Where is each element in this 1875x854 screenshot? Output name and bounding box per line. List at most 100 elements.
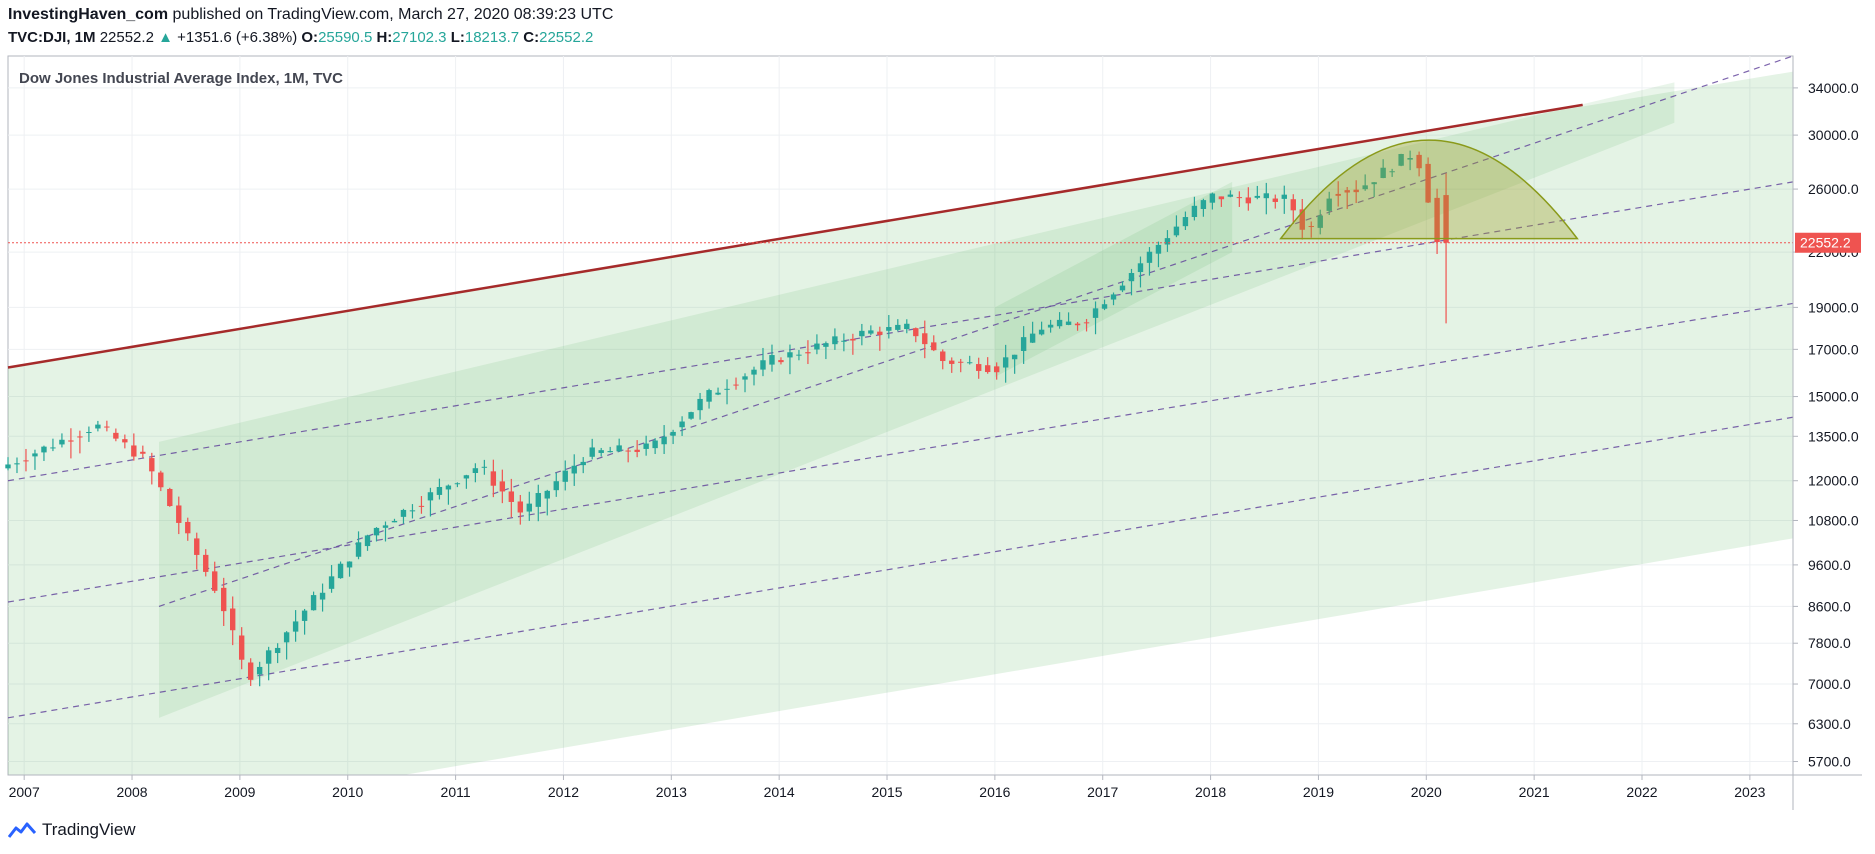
candle-body	[1272, 198, 1278, 202]
time-tick-label: 2017	[1087, 784, 1118, 800]
candle-body	[1371, 182, 1377, 185]
candle-body	[616, 445, 622, 452]
channel-band	[158, 82, 1675, 718]
symbol-label: TVC:DJI, 1M	[8, 29, 96, 46]
candle-body	[364, 535, 371, 547]
last-price-tag: 22552.2	[1795, 232, 1861, 253]
candle-body	[1443, 195, 1449, 243]
candle-body	[733, 384, 739, 386]
close-label: C:	[523, 29, 540, 46]
candle-body	[382, 525, 389, 528]
candle-body	[238, 635, 245, 660]
candle-body	[859, 330, 865, 337]
candle-body	[158, 472, 164, 488]
chart-title: Dow Jones Industrial Average Index, 1M, …	[19, 70, 343, 87]
candle-body	[1245, 197, 1252, 204]
footer-brand[interactable]: TradingView	[8, 820, 136, 840]
candle-body	[688, 412, 694, 419]
candle-body	[1209, 193, 1216, 203]
candle-body	[256, 666, 263, 675]
candle-body	[274, 647, 281, 654]
candle-body	[1155, 244, 1162, 254]
time-tick-label: 2011	[441, 784, 471, 800]
candle-body	[203, 554, 209, 572]
candle-body	[445, 485, 452, 490]
footer-brand-label: TradingView	[42, 820, 136, 839]
candle-body	[86, 432, 92, 434]
price-tick-label: 10800.0	[1808, 512, 1859, 528]
candle-body	[328, 576, 335, 589]
author-name[interactable]: InvestingHaven_com	[8, 6, 169, 23]
candle-body	[580, 461, 586, 466]
candle-body	[652, 440, 658, 449]
candle-body	[877, 331, 883, 335]
candle-body	[670, 431, 676, 436]
candle-body	[1254, 195, 1261, 198]
chart-grid	[8, 56, 1793, 775]
candle-body	[1200, 200, 1207, 209]
candle-body	[984, 365, 991, 373]
candle-body	[41, 446, 47, 453]
candle-body	[769, 355, 775, 365]
candle-body	[814, 343, 820, 350]
candles	[5, 150, 1449, 687]
candle-body	[526, 503, 532, 512]
candle-body	[1119, 285, 1126, 291]
candle-body	[1263, 193, 1270, 199]
dashed-trendlines	[8, 56, 1793, 719]
time-tick-label: 2023	[1734, 784, 1765, 800]
candle-body	[247, 662, 254, 680]
candle-body	[1164, 238, 1171, 245]
price-tick-label: 8600.0	[1808, 598, 1851, 614]
time-axis[interactable]: 2007 2008 2009 2010 2011 2012 2013 2014 2015 2016…	[9, 775, 1766, 800]
candle-body	[1065, 321, 1072, 325]
candle-body	[1128, 273, 1135, 282]
candle-body	[1434, 197, 1440, 243]
candle-body	[787, 352, 793, 358]
time-tick-label: 2021	[1519, 784, 1550, 800]
time-tick-label: 2014	[764, 784, 795, 800]
candle-body	[1389, 171, 1395, 173]
candle-body	[50, 447, 56, 449]
candle-body	[1191, 205, 1198, 217]
price-tick-label: 15000.0	[1808, 389, 1859, 405]
time-tick-label: 2020	[1411, 784, 1442, 800]
time-tick-label: 2013	[656, 784, 687, 800]
price-chart[interactable]: 34000.030000.026000.022000.019000.017000…	[0, 50, 1875, 815]
candle-body	[904, 323, 910, 330]
time-tick-label: 2019	[1303, 784, 1334, 800]
candle-body	[949, 360, 955, 364]
candle-body	[1146, 251, 1153, 263]
candle-body	[140, 451, 146, 454]
candle-body	[1416, 154, 1422, 169]
candle-body	[346, 561, 353, 568]
candle-body	[589, 447, 595, 457]
channel-fills	[8, 71, 1793, 775]
candle-body	[697, 398, 703, 411]
last-price: 22552.2	[99, 29, 154, 46]
candle-body	[1110, 294, 1117, 300]
candle-body	[571, 465, 577, 474]
candle-body	[517, 501, 524, 513]
dashed-trendline	[8, 416, 1793, 719]
candle-body	[823, 343, 829, 347]
dashed-trendline	[8, 181, 1793, 482]
candle-body	[1056, 319, 1063, 327]
candle-body	[1173, 226, 1180, 236]
candle-body	[1047, 324, 1054, 328]
candle-body	[373, 527, 380, 536]
dashed-trendline	[8, 302, 1793, 603]
candle-body	[778, 360, 784, 363]
time-tick-label: 2010	[332, 784, 363, 800]
price-tick-label: 6300.0	[1808, 716, 1851, 732]
price-axis[interactable]: 34000.030000.026000.022000.019000.017000…	[1793, 80, 1859, 770]
candle-body	[454, 483, 461, 485]
candle-body	[634, 449, 640, 452]
candle-body	[427, 492, 434, 501]
candle-body	[230, 608, 236, 631]
candle-body	[1182, 217, 1189, 227]
time-tick-label: 2009	[224, 784, 255, 800]
candle-body	[32, 453, 38, 457]
candle-body	[625, 450, 631, 452]
candle-body	[59, 439, 65, 445]
